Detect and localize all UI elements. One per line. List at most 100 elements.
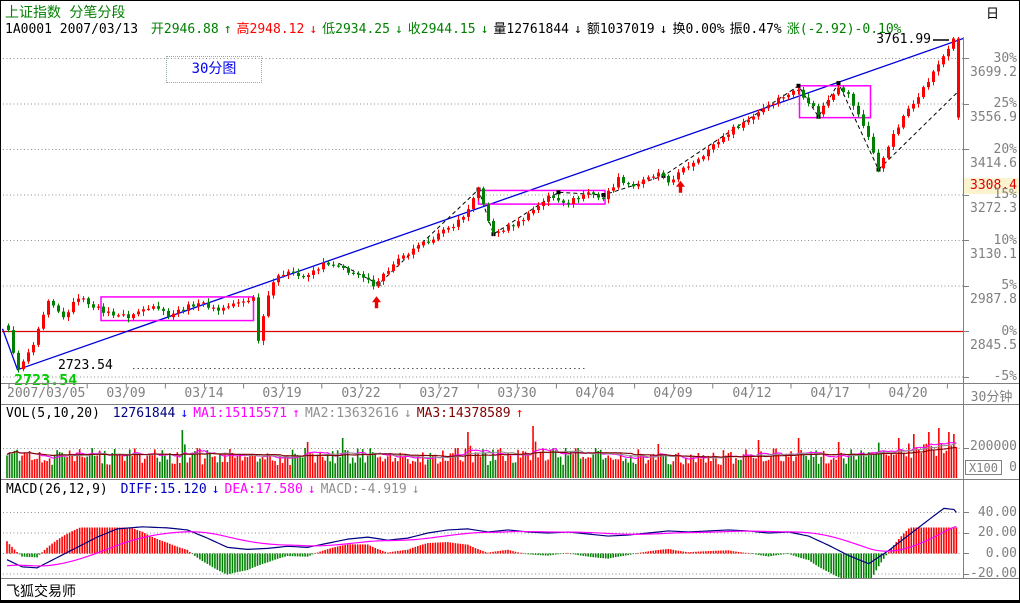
macd-histogram xyxy=(6,527,958,578)
volume-chart[interactable] xyxy=(1,404,963,479)
candlesticks xyxy=(7,37,960,373)
trend-arrow-icon: ↓ xyxy=(394,22,403,37)
date-tick-label: 04/09 xyxy=(653,386,693,401)
vol-indicator-field: 12761844 xyxy=(112,406,176,421)
segment-vertex-dot xyxy=(601,193,606,197)
segment-vertex-dot xyxy=(836,81,841,86)
quote-field: 高2948.12 xyxy=(236,22,305,37)
trend-arrow-icon: ↑ xyxy=(292,406,300,421)
macd-axis-label: 0.00 xyxy=(985,545,1017,561)
trend-arrow-icon: ↓ xyxy=(480,22,489,37)
trend-arrow-icon: ↑ xyxy=(223,22,232,37)
axis-tick xyxy=(963,376,969,378)
quote-bar: 1A0001 2007/03/13 开2946.88 ↑ 高2948.12 ↓ 低293… xyxy=(5,18,907,37)
axis-tick xyxy=(963,573,969,575)
macd-dea-line xyxy=(6,525,957,567)
quote-field: 低2934.25 xyxy=(322,22,390,37)
macd-indicator-field: MACD:-4.919 xyxy=(320,482,407,497)
current-price-badge: 3308.4 xyxy=(964,178,1019,194)
date-tick-label: 04/17 xyxy=(810,386,850,401)
status-bar: 飞狐交易师 xyxy=(1,579,1019,600)
axis-separator xyxy=(963,37,964,578)
quote-field: 1A0001 2007/03/13 xyxy=(5,22,146,37)
buy-arrow-icon xyxy=(676,180,685,193)
period-day-button[interactable]: 日 xyxy=(986,7,1000,22)
trend-arrow-icon: ↓ xyxy=(659,22,668,37)
vol-indicator-field: MA1:15115571 xyxy=(193,406,288,421)
segment-vertex-dot xyxy=(796,83,801,88)
axis-tick xyxy=(963,103,969,105)
volume-axis-label: 200000 xyxy=(970,439,1017,454)
quote-field: 开2946.88 xyxy=(150,22,219,37)
volume-indicator-header: VOL(5,10,20) 12761844 ↓ MA1:15115571 ↑ MA2:1… xyxy=(6,406,528,421)
low-price-label: 2723.54 xyxy=(58,358,113,373)
date-tick-label: 03/27 xyxy=(419,386,459,401)
separator xyxy=(1,578,1019,579)
main-candlestick-chart[interactable] xyxy=(1,37,963,383)
date-tick-label: 03/30 xyxy=(497,386,537,401)
trend-arrow-icon: ↓ xyxy=(574,22,582,37)
trend-arrow-icon: ↓ xyxy=(211,482,220,497)
date-tick-label: 2007/03/05 xyxy=(7,386,86,401)
macd-indicator-field: DEA:17.580 xyxy=(224,482,303,497)
axis-tick xyxy=(963,512,969,513)
price-axis-price-label: 3130.1 xyxy=(970,246,1017,262)
quote-field: 振0.47% xyxy=(729,22,782,37)
segment-line xyxy=(338,81,959,285)
vol-indicator-field: VOL(5,10,20) xyxy=(6,406,108,421)
quote-field: 涨(-2.92)-0.10% xyxy=(786,22,902,37)
segment-vertex-dot xyxy=(556,190,561,195)
price-axis-price-label: 3272.3 xyxy=(970,201,1017,216)
macd-axis-label: 40.00 xyxy=(977,504,1017,520)
price-axis-pct-label: 30% xyxy=(993,50,1017,66)
pivot-box[interactable] xyxy=(100,296,255,322)
price-axis-pct-label: 10% xyxy=(993,232,1017,248)
axis-tick xyxy=(963,285,969,287)
separator xyxy=(1,479,1019,480)
vol-ma3-line xyxy=(6,446,957,458)
chart-annotation-30min[interactable]: 30分图 xyxy=(166,56,262,83)
volume-unit-badge: X100 xyxy=(965,460,1002,475)
trend-arrow-icon: ↓ xyxy=(403,406,412,421)
axis-tick xyxy=(963,553,969,554)
app-name-label: 飞狐交易师 xyxy=(6,584,76,600)
quote-field: 换0.00% xyxy=(672,22,725,37)
date-tick-label: 04/12 xyxy=(732,386,772,401)
date-axis-ticks xyxy=(8,384,948,389)
date-tick-label: 03/14 xyxy=(184,386,224,401)
date-tick-label: 04/04 xyxy=(575,386,615,401)
macd-diff-line xyxy=(6,507,957,569)
price-axis-pct-label: 15% xyxy=(993,187,1017,202)
volume-bars xyxy=(6,426,958,478)
page-title: 上证指数 分笔分段 xyxy=(5,5,126,21)
price-axis-pct-label: 25% xyxy=(993,96,1017,111)
period-label[interactable]: 30分钟 xyxy=(970,390,1013,405)
macd-indicator-field: MACD(26,12,9) xyxy=(6,482,116,497)
date-tick-label: 03/19 xyxy=(262,386,302,401)
trend-arrow-icon: ↓ xyxy=(309,22,318,37)
price-axis-price-label: 3699.2 xyxy=(970,64,1017,80)
axis-tick xyxy=(963,532,969,534)
macd-chart[interactable] xyxy=(1,479,963,578)
axis-tick xyxy=(963,194,969,196)
separator xyxy=(1,383,1019,384)
macd-indicator-field: DIFF:15.120 xyxy=(120,482,207,497)
price-axis-pct-label: 5% xyxy=(1001,278,1017,293)
trend-arrow-icon: ↓ xyxy=(307,482,316,497)
axis-tick xyxy=(963,240,969,241)
trend-arrow-icon: ↑ xyxy=(515,406,524,421)
pivot-box[interactable] xyxy=(798,85,872,119)
quote-field: 收2944.15 xyxy=(407,22,476,37)
axis-tick xyxy=(963,149,969,150)
price-axis-price-label: 3414.6 xyxy=(970,155,1017,171)
price-axis-price-label: 3556.9 xyxy=(970,110,1017,125)
trend-line xyxy=(1,37,963,371)
separator xyxy=(1,404,1019,405)
axis-tick xyxy=(963,331,969,332)
axis-tick xyxy=(963,58,969,59)
low-price-label-green: 2723.54 xyxy=(14,371,78,389)
quote-field: 量12761844 xyxy=(493,22,570,37)
date-tick-label: 03/22 xyxy=(341,386,381,401)
date-tick-label: 04/20 xyxy=(888,386,928,401)
